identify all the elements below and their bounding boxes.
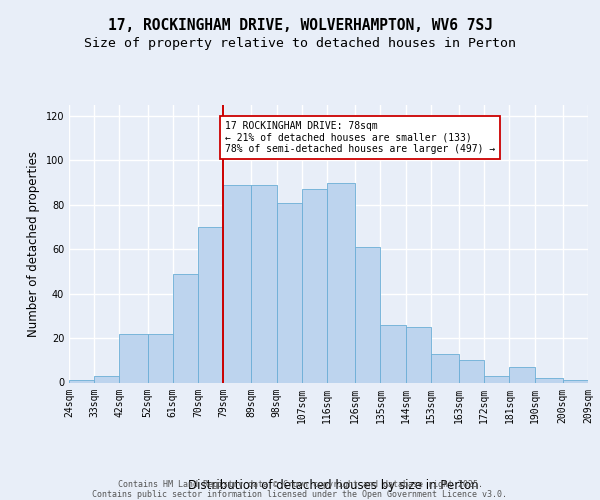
Bar — [459, 360, 484, 382]
Bar — [277, 202, 302, 382]
Bar — [431, 354, 459, 382]
Bar — [380, 325, 406, 382]
Bar — [119, 334, 148, 382]
Bar — [198, 227, 223, 382]
Bar — [355, 247, 380, 382]
Y-axis label: Number of detached properties: Number of detached properties — [27, 151, 40, 337]
Bar — [173, 274, 198, 382]
Bar — [484, 376, 509, 382]
Text: Contains HM Land Registry data © Crown copyright and database right 2025.
Contai: Contains HM Land Registry data © Crown c… — [92, 480, 508, 499]
Bar — [302, 190, 327, 382]
Bar — [535, 378, 563, 382]
Text: 17, ROCKINGHAM DRIVE, WOLVERHAMPTON, WV6 7SJ: 17, ROCKINGHAM DRIVE, WOLVERHAMPTON, WV6… — [107, 18, 493, 32]
Bar — [148, 334, 173, 382]
Text: Size of property relative to detached houses in Perton: Size of property relative to detached ho… — [84, 37, 516, 50]
Bar — [223, 185, 251, 382]
Text: 17 ROCKINGHAM DRIVE: 78sqm
← 21% of detached houses are smaller (133)
78% of sem: 17 ROCKINGHAM DRIVE: 78sqm ← 21% of deta… — [225, 120, 495, 154]
Bar — [509, 367, 535, 382]
Text: Distribution of detached houses by size in Perton: Distribution of detached houses by size … — [188, 480, 478, 492]
Bar — [406, 327, 431, 382]
Bar — [563, 380, 588, 382]
Bar — [327, 182, 355, 382]
Bar — [94, 376, 119, 382]
Bar — [69, 380, 94, 382]
Bar — [251, 185, 277, 382]
